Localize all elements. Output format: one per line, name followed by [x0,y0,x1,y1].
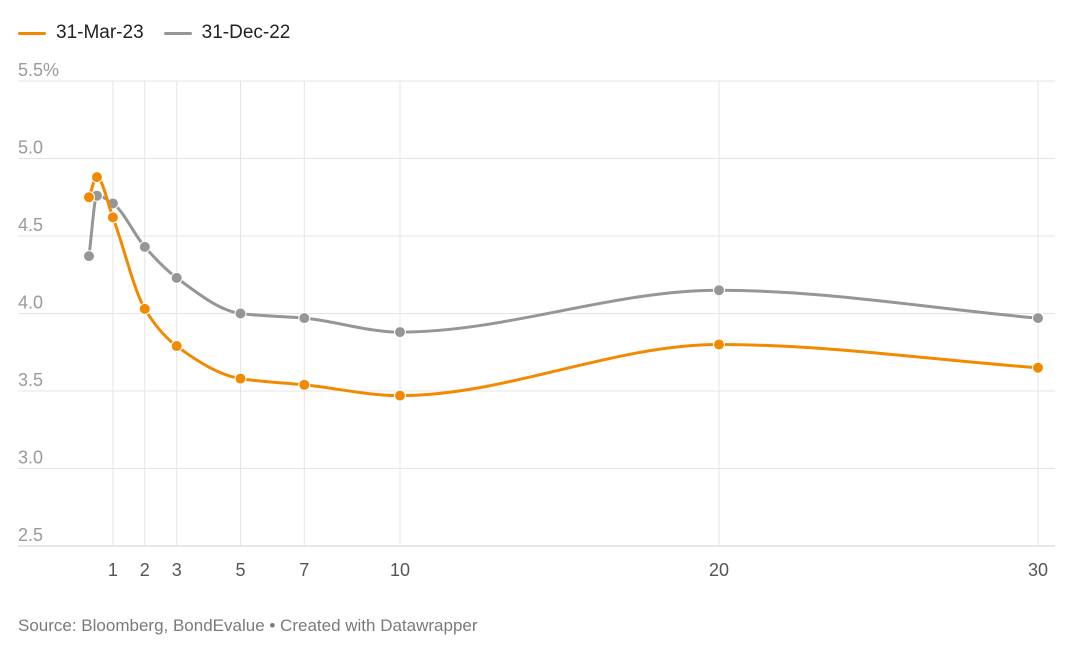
data-point-series-1 [82,191,95,204]
y-tick-label: 5.0 [18,138,43,158]
data-point-series-2 [234,307,247,320]
data-point-series-2 [82,250,95,263]
y-tick-label: 3.5 [18,370,43,390]
x-tick-label: 1 [108,560,118,580]
x-tick-label: 7 [299,560,309,580]
legend-label-series-2: 31-Dec-22 [201,22,291,43]
data-point-series-1 [394,389,406,402]
data-point-series-1 [1032,361,1044,374]
x-tick-label: 10 [390,560,410,580]
data-point-series-1 [713,338,725,351]
data-point-series-2 [1032,312,1044,325]
legend-label-series-1: 31-Mar-23 [56,22,144,43]
x-tick-label: 3 [172,560,182,580]
legend-item-series-2: 31-Dec-22 [163,22,291,44]
y-tick-label: 2.5 [18,525,43,545]
yield-curve-chart: 2.5 3.0 3.5 4.0 4.5 5.0 5.5% 1 2 3 5 7 10 20 30 [18,60,1055,580]
data-point-series-1 [234,372,247,385]
x-tick-label: 30 [1028,560,1048,580]
data-point-series-2 [170,271,183,284]
data-point-series-1 [298,378,311,391]
y-tick-label: 4.0 [18,293,43,313]
data-point-series-2 [138,240,151,253]
data-point-series-2 [394,326,406,339]
data-point-series-1 [106,211,119,224]
legend-swatch-series-2 [163,31,192,35]
y-tick-label: 4.5 [18,215,43,235]
series-line-2 [87,194,1040,334]
data-point-series-2 [298,312,311,325]
data-point-series-1 [90,171,103,184]
data-point-series-2 [713,284,725,297]
legend-item-series-1: 31-Mar-23 [18,22,144,44]
data-point-series-1 [138,302,151,315]
y-tick-label: 3.0 [18,448,43,468]
series-line-1 [87,175,1040,398]
data-point-series-1 [170,340,183,353]
y-tick-label: 5.5% [18,60,59,80]
x-tick-label: 5 [235,560,245,580]
x-tick-label: 2 [140,560,150,580]
legend-swatch-series-1 [18,31,46,35]
source-note: Source: Bloomberg, BondEvalue • Created … [18,616,478,635]
x-tick-label: 20 [709,560,729,580]
chart-legend: 31-Mar-23 31-Dec-22 [18,19,290,47]
